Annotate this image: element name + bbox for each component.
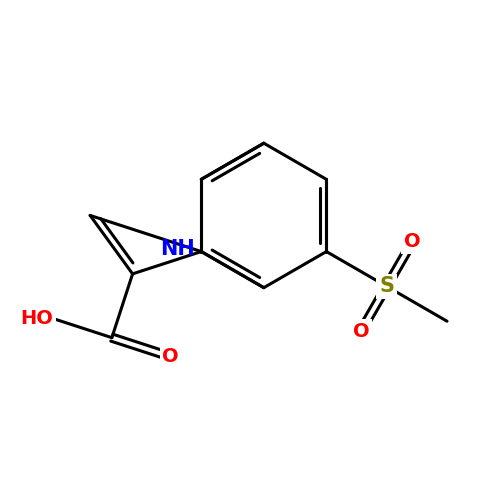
Text: NH: NH (160, 239, 195, 259)
Text: HO: HO (20, 309, 53, 328)
Text: S: S (379, 276, 394, 296)
Text: O: O (404, 232, 421, 251)
Text: O: O (162, 348, 179, 366)
Text: O: O (352, 322, 369, 340)
